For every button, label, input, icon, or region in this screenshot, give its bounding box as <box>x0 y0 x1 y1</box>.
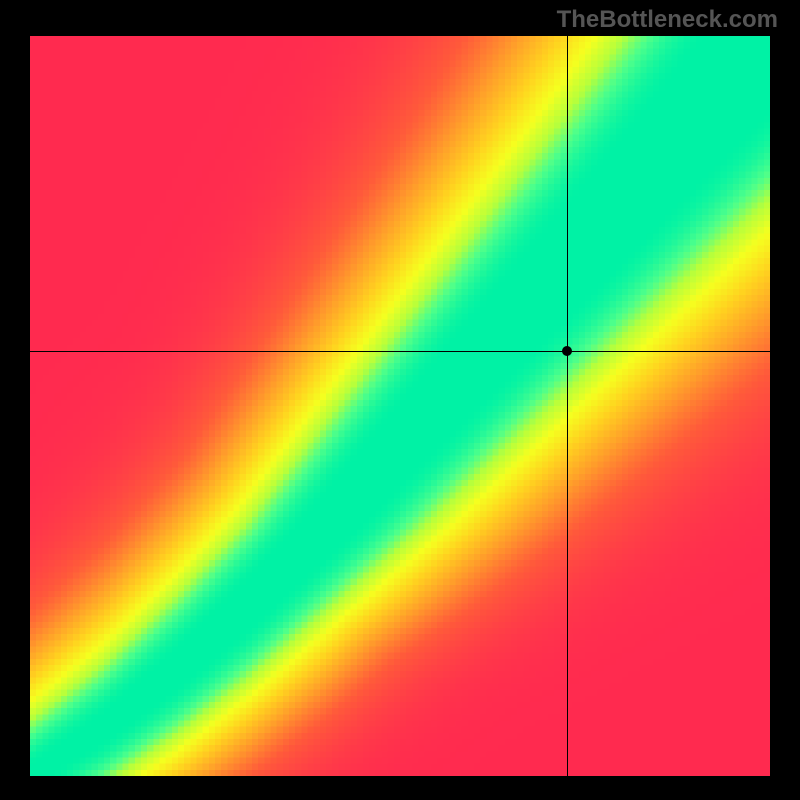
chart-area <box>30 36 770 776</box>
heatmap-canvas <box>30 36 770 776</box>
watermark-text: TheBottleneck.com <box>557 6 778 34</box>
crosshair-marker <box>562 346 572 356</box>
crosshair-vertical <box>567 36 568 776</box>
crosshair-horizontal <box>30 351 770 352</box>
